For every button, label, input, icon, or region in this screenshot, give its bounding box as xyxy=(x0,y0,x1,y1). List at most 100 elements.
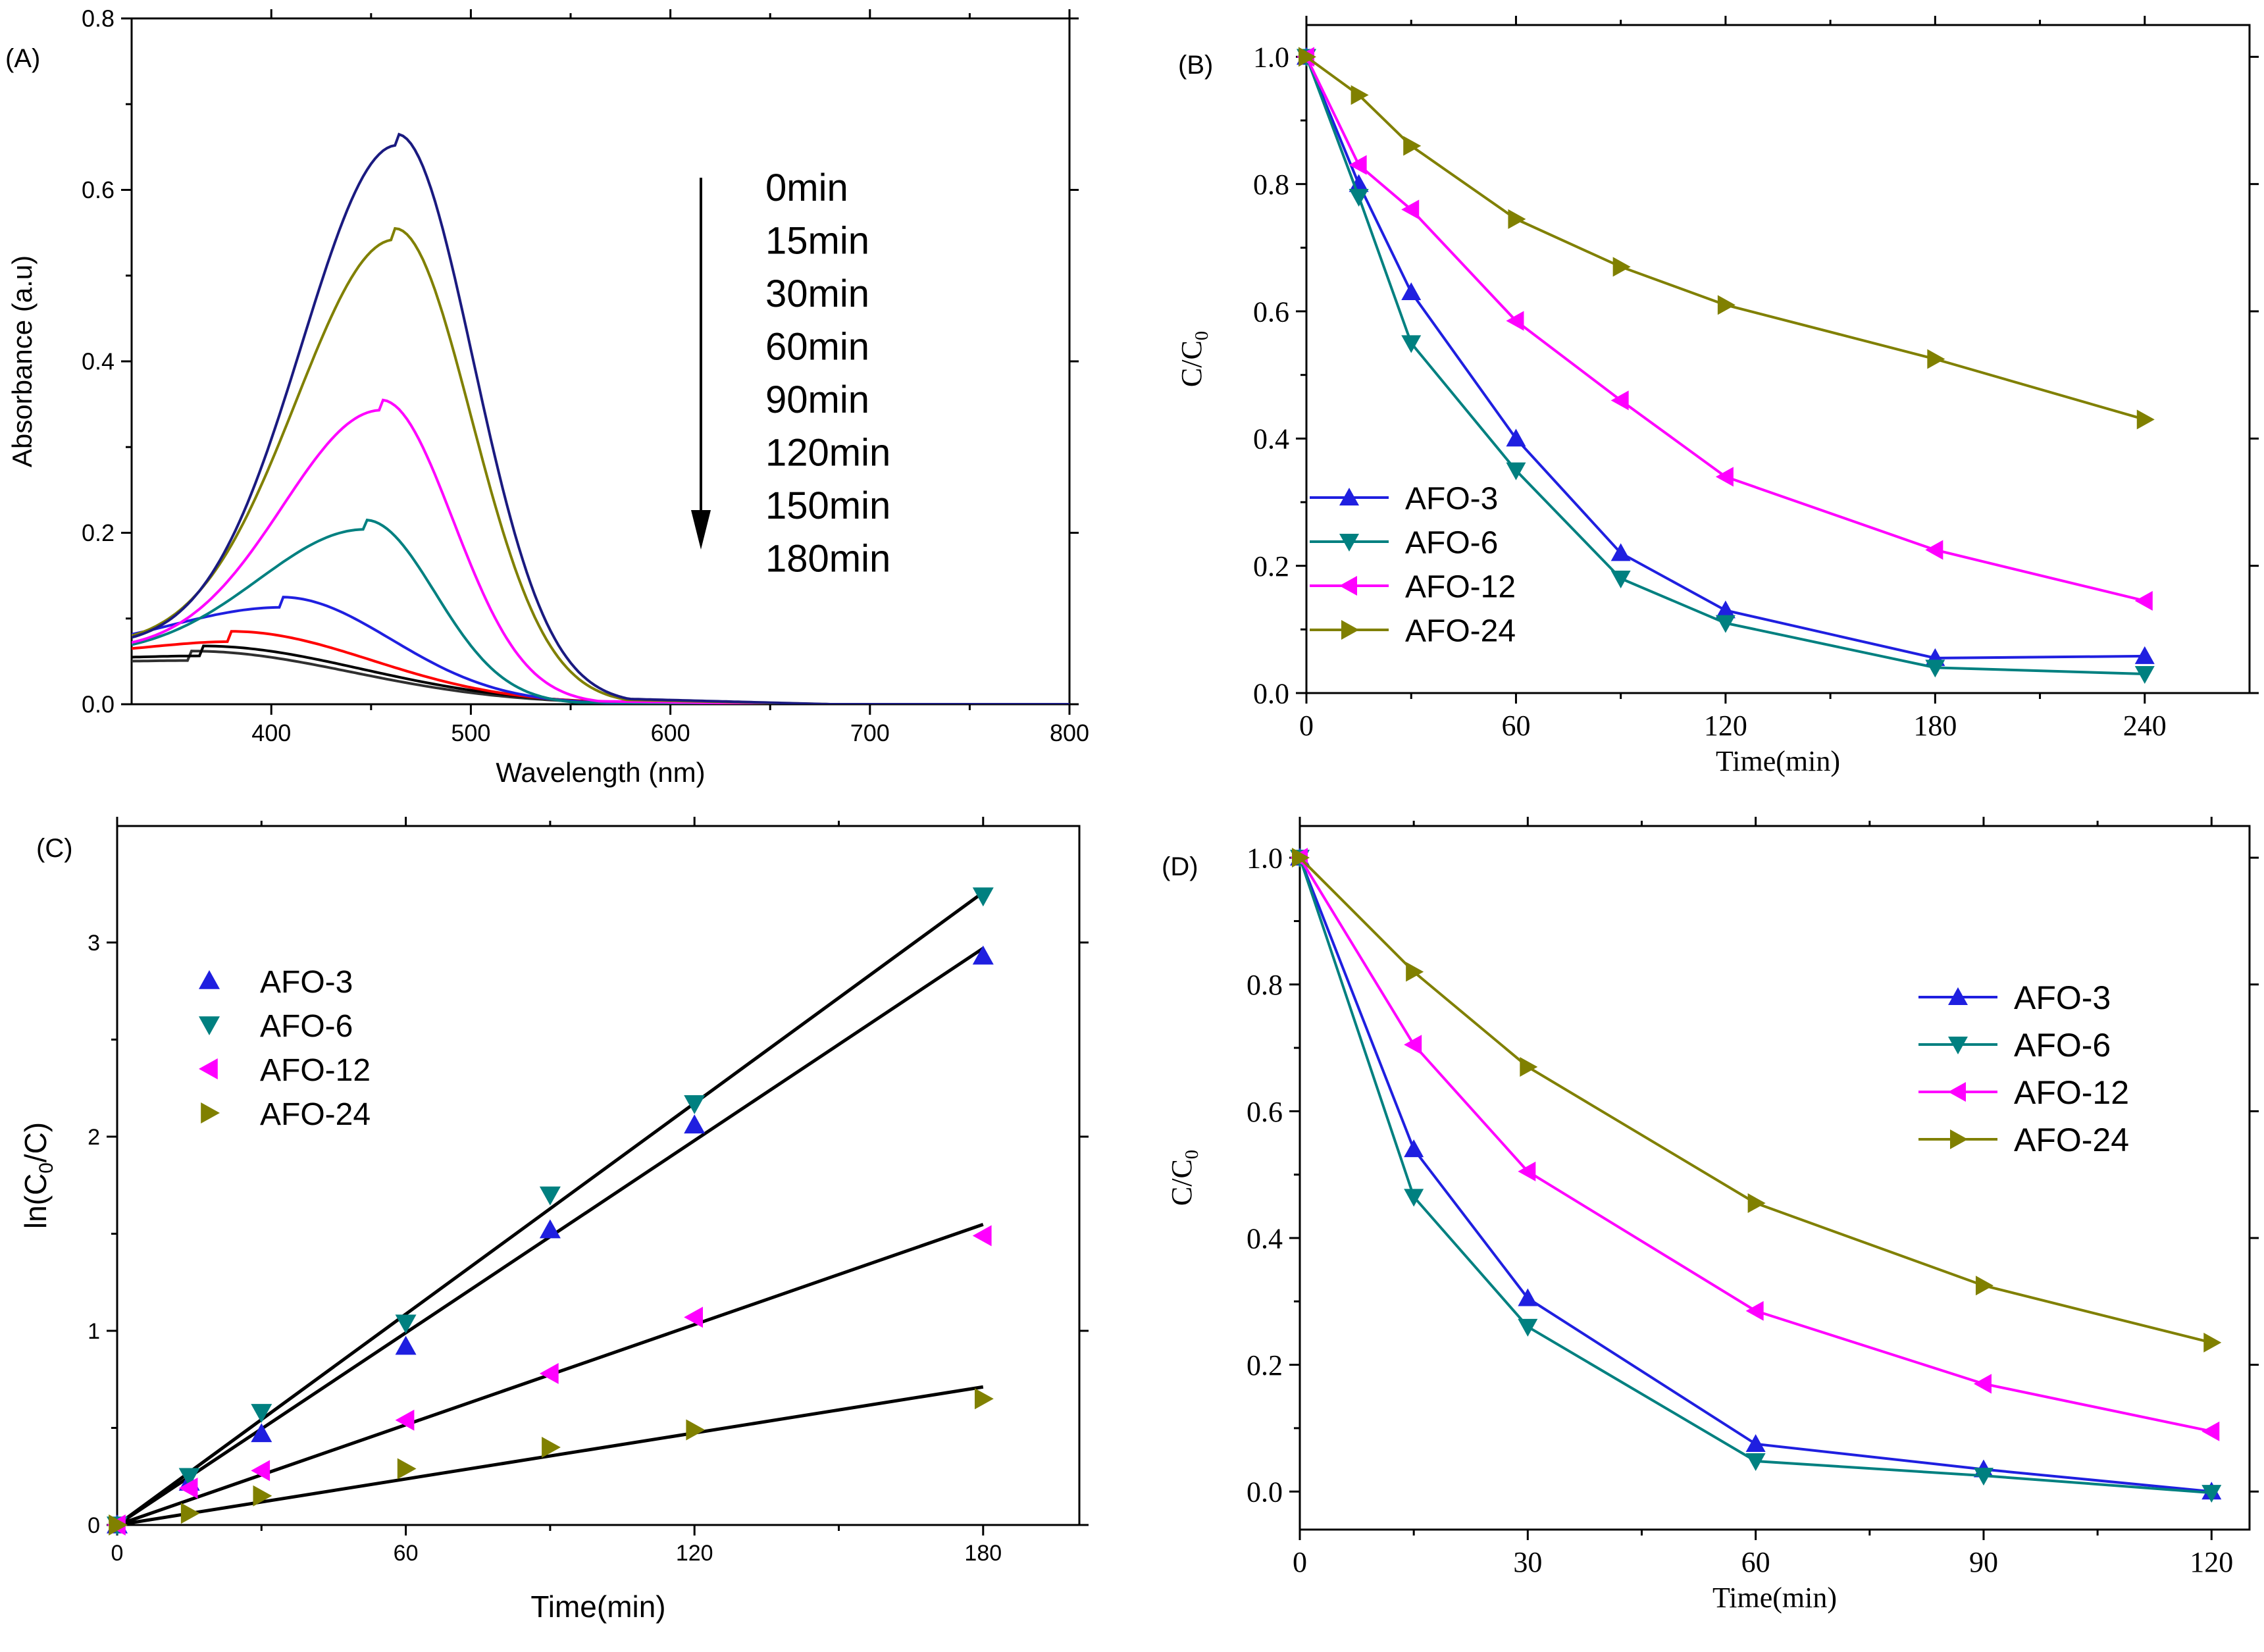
y-tick-label: 3 xyxy=(88,931,100,956)
plot-frame xyxy=(116,825,1081,1526)
data-point-afo-24 xyxy=(2203,1332,2222,1353)
legend-label-afo-12: AFO-12 xyxy=(260,1053,371,1088)
legend-label-afo-3: AFO-3 xyxy=(260,965,353,1000)
legend-label-afo-6: AFO-6 xyxy=(2014,1027,2111,1064)
data-point-afo-24 xyxy=(542,1437,561,1458)
data-point-afo-6 xyxy=(2201,1485,2222,1503)
x-tick-label: 30 xyxy=(1513,1546,1542,1578)
y-tick-label: 0.0 xyxy=(1253,677,1289,710)
data-point-afo-6 xyxy=(251,1404,272,1423)
y-tick-label: 0.2 xyxy=(82,519,115,546)
x-tick-label: 0 xyxy=(111,1541,124,1566)
data-point-afo-6 xyxy=(1973,1468,1994,1486)
data-point-afo-24 xyxy=(1927,349,1945,369)
y-axis-label: ln(C0/C) xyxy=(18,1122,57,1229)
data-point-afo-12 xyxy=(539,1362,559,1384)
data-point-afo-6 xyxy=(1349,189,1369,207)
y-axis-label: C/C0 xyxy=(1175,331,1212,387)
y-tick-label: 0.8 xyxy=(82,5,115,32)
legend-label-180min: 180min xyxy=(765,538,890,581)
data-point-afo-12 xyxy=(2201,1421,2220,1441)
data-point-afo-12 xyxy=(684,1306,703,1328)
y-axis-label-main: C/C xyxy=(1166,1159,1198,1206)
x-tick-label: 90 xyxy=(1969,1546,1998,1578)
y-axis-label-main: C/C xyxy=(1175,340,1208,387)
y-axis-label-sub: 0 xyxy=(36,1162,57,1174)
legend-label-0min: 0min xyxy=(765,167,848,209)
data-point-afo-12 xyxy=(2134,590,2153,611)
y-tick-label: 0.6 xyxy=(1247,1096,1283,1128)
legend-marker-afo-3 xyxy=(1339,488,1359,505)
data-point-afo-6 xyxy=(2134,666,2155,684)
data-point-afo-3 xyxy=(1401,282,1422,300)
series-line-afo-3 xyxy=(1305,56,2145,659)
series-line-afo-6 xyxy=(1299,857,2212,1495)
legend-label-afo-6: AFO-6 xyxy=(1405,525,1498,560)
x-tick-label: 120 xyxy=(2190,1546,2233,1578)
legend-label-afo-3: AFO-3 xyxy=(2014,979,2111,1016)
data-point-afo-24 xyxy=(1508,209,1526,229)
y-axis-label-main: ln(C xyxy=(18,1174,53,1229)
legend-marker-afo-24 xyxy=(1341,620,1359,640)
series-line-afo-12 xyxy=(1299,857,2212,1433)
legend-marker-afo-12 xyxy=(1948,1082,1966,1102)
data-point-afo-12 xyxy=(1973,1374,1992,1394)
data-point-afo-6 xyxy=(1925,659,1945,678)
data-point-afo-6 xyxy=(1404,1189,1424,1207)
x-tick-label: 0 xyxy=(1293,1546,1307,1578)
data-point-afo-3 xyxy=(539,1219,561,1239)
spectrum-60min xyxy=(132,518,1069,704)
data-point-afo-24 xyxy=(180,1503,200,1524)
x-axis-label: Wavelength (nm) xyxy=(496,757,705,788)
data-point-afo-3 xyxy=(1506,428,1526,447)
y-tick-label: 0 xyxy=(88,1513,100,1538)
data-point-afo-24 xyxy=(1351,85,1369,105)
x-tick-label: 120 xyxy=(1704,710,1747,742)
data-point-afo-6 xyxy=(684,1095,706,1114)
legend-label-90min: 90min xyxy=(765,378,869,421)
y-axis-label: C/C0 xyxy=(1166,1150,1202,1206)
legend-label-afo-24: AFO-24 xyxy=(2014,1122,2129,1158)
data-point-afo-6 xyxy=(178,1468,200,1487)
legend-label-30min: 30min xyxy=(765,272,869,315)
y-axis-label-main: Absorbance (a.u) xyxy=(7,255,38,467)
data-point-afo-24 xyxy=(253,1485,272,1507)
x-axis-label: Time(min) xyxy=(1712,1582,1837,1614)
x-tick-label: 60 xyxy=(1501,710,1530,742)
y-tick-label: 0.4 xyxy=(82,348,115,375)
y-tick-label: 1.0 xyxy=(1253,41,1289,74)
data-point-afo-24 xyxy=(2136,409,2155,430)
series-line-afo-6 xyxy=(1305,56,2145,675)
y-axis-label-sub: 0 xyxy=(1192,331,1212,340)
y-tick-label: 0.6 xyxy=(1253,296,1289,328)
x-tick-label: 600 xyxy=(651,719,690,746)
x-tick-label: 60 xyxy=(1741,1546,1770,1578)
data-point-afo-3 xyxy=(1610,543,1631,561)
data-point-afo-12 xyxy=(1518,1161,1536,1181)
legend-marker-afo-3 xyxy=(1948,987,1968,1005)
data-point-afo-12 xyxy=(1925,540,1943,560)
data-point-afo-24 xyxy=(1747,1193,1766,1214)
panel-label: (A) xyxy=(5,44,40,73)
data-point-afo-12 xyxy=(972,1225,992,1247)
legend-marker-afo-12 xyxy=(1339,576,1357,596)
x-tick-label: 60 xyxy=(394,1541,419,1566)
data-point-afo-12 xyxy=(1745,1301,1764,1321)
data-point-afo-6 xyxy=(1401,335,1422,353)
series-line-afo-24 xyxy=(1305,55,2146,421)
y-tick-label: 1.0 xyxy=(1247,842,1283,875)
data-point-afo-3 xyxy=(1404,1139,1424,1158)
data-point-afo-6 xyxy=(972,887,994,907)
data-point-afo-6 xyxy=(1506,462,1526,480)
legend-marker-afo-3 xyxy=(199,970,220,989)
data-point-afo-3 xyxy=(684,1114,706,1134)
legend-label-afo-12: AFO-12 xyxy=(1405,569,1516,604)
spectrum-15min xyxy=(132,226,1069,704)
data-point-afo-24 xyxy=(1520,1056,1538,1077)
legend-label-afo-12: AFO-12 xyxy=(2014,1074,2129,1111)
data-point-afo-12 xyxy=(1349,155,1367,175)
y-axis-label: Absorbance (a.u) xyxy=(7,255,38,467)
series-line-afo-24 xyxy=(1299,856,2212,1344)
y-tick-label: 0.0 xyxy=(82,691,115,718)
